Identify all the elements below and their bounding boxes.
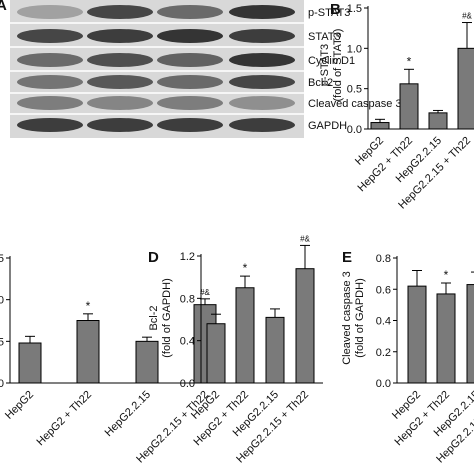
y-tick-label: 0.5	[347, 84, 362, 96]
blot-label: Cyclin D1	[308, 55, 355, 67]
band	[157, 75, 223, 89]
y-tick-label: 0.8	[180, 293, 195, 305]
y-tick-label: 1.0	[0, 295, 4, 307]
x-tick-label: HepG2	[3, 389, 36, 422]
bar	[206, 323, 226, 384]
y-tick-label: 0.8	[376, 253, 391, 265]
band	[87, 5, 153, 19]
y-tick-label: 1.0	[347, 43, 362, 55]
y-tick-label: 1.2	[180, 251, 195, 263]
y-tick-label: 0.4	[376, 316, 391, 328]
y-tick-label: 0.0	[0, 378, 4, 390]
y-axis-label: (fold of STAT3)	[332, 29, 344, 102]
annotation: #&	[462, 12, 472, 21]
y-tick-label: 0.2	[376, 347, 391, 359]
y-axis-label: Bcl-2	[148, 305, 160, 330]
band	[157, 29, 223, 43]
bar	[407, 285, 427, 384]
bar	[235, 287, 255, 384]
panel-label: D	[148, 249, 159, 266]
y-axis-label: (fold of GAPDH)	[161, 278, 173, 357]
annotation: *	[407, 54, 412, 68]
y-tick-label: 0.4	[180, 336, 195, 348]
blot-label: Cleaved caspase 3	[308, 98, 402, 110]
band	[87, 96, 153, 110]
band	[229, 5, 295, 19]
band	[87, 118, 153, 132]
band	[157, 5, 223, 19]
panel-label: B	[330, 1, 341, 18]
y-tick-label: 1.5	[0, 253, 4, 265]
band	[229, 96, 295, 110]
y-tick-label: 0.0	[180, 378, 195, 390]
y-axis-label: p-STAT3	[319, 44, 331, 86]
y-axis-label: Cleaved caspase 3	[341, 271, 353, 365]
x-tick-label: HepG2 + Th22	[35, 389, 95, 449]
band	[157, 118, 223, 132]
bar	[76, 320, 100, 384]
panel-label: E	[342, 249, 352, 266]
blot-label: STAT3	[308, 31, 341, 43]
blot-bands	[17, 5, 295, 132]
band	[17, 75, 83, 89]
bar	[135, 340, 159, 384]
band	[229, 118, 295, 132]
y-axis-label: (fold of GAPDH)	[354, 278, 366, 357]
blot-label: p-STAT3	[308, 7, 350, 19]
band	[87, 53, 153, 67]
band	[17, 5, 83, 19]
bar	[428, 112, 448, 130]
y-tick-label: 0.0	[376, 378, 391, 390]
annotation: *	[243, 261, 248, 275]
band	[17, 29, 83, 43]
y-tick-label: 0.6	[376, 284, 391, 296]
y-tick-label: 1.5	[347, 3, 362, 15]
y-tick-label: 0.0	[347, 124, 362, 136]
bar	[370, 122, 390, 130]
band	[17, 96, 83, 110]
bar	[466, 284, 474, 384]
blot-label: GAPDH	[308, 120, 347, 132]
band	[87, 75, 153, 89]
band	[17, 118, 83, 132]
x-tick-label: HepG2.2.15	[103, 389, 153, 439]
annotation: *	[86, 299, 91, 313]
band	[157, 96, 223, 110]
band	[229, 75, 295, 89]
blot-label: Bcl-2	[308, 77, 333, 89]
blot-panel	[10, 0, 304, 138]
band	[87, 29, 153, 43]
bar	[399, 83, 419, 130]
bar	[457, 47, 474, 130]
bar	[265, 316, 285, 384]
annotation: #&	[200, 288, 210, 297]
y-tick-label: 0.5	[0, 336, 4, 348]
bar	[295, 268, 315, 384]
annotation: *	[444, 268, 449, 282]
bar	[18, 342, 42, 384]
band	[229, 53, 295, 67]
annotation: #&	[300, 234, 310, 243]
panel-label: A	[0, 0, 7, 14]
band	[157, 53, 223, 67]
band	[229, 29, 295, 43]
band	[17, 53, 83, 67]
bar	[436, 293, 456, 384]
